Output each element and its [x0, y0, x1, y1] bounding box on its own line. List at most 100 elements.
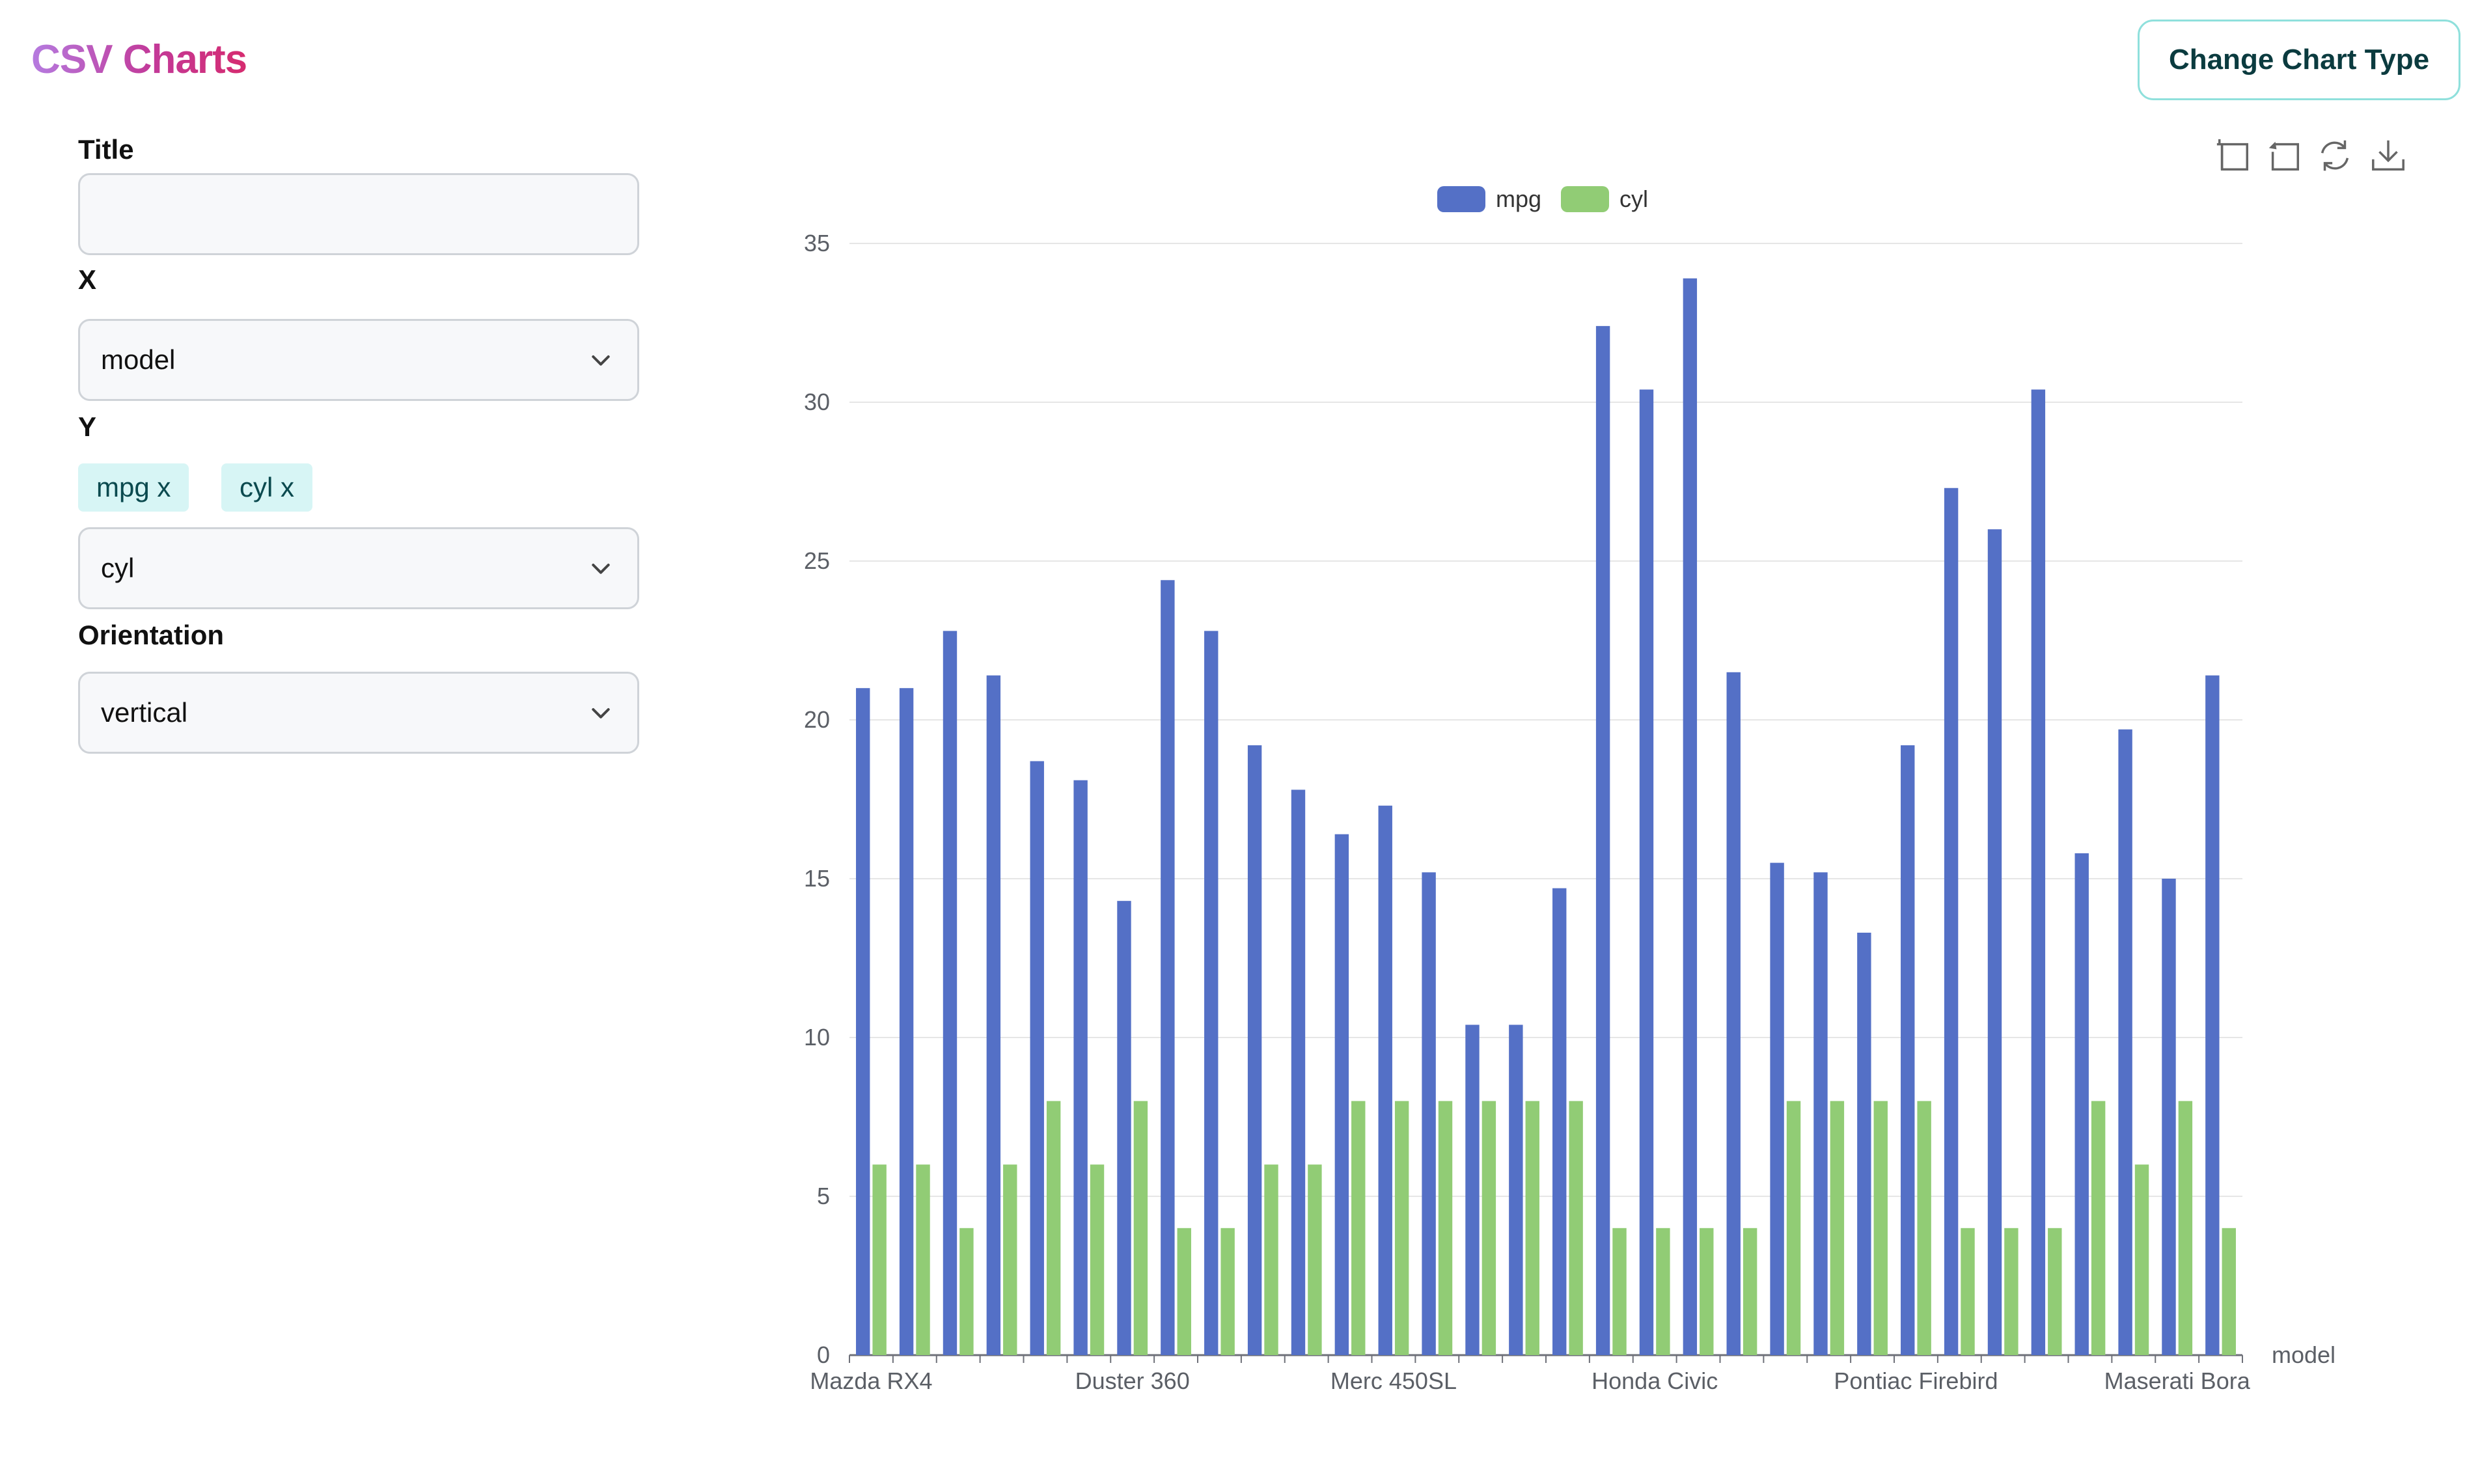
legend-label-cyl: cyl [1619, 186, 1648, 212]
bar-mpg [1813, 872, 1828, 1355]
bar-cyl [2222, 1228, 2236, 1355]
bar-cyl [872, 1164, 887, 1355]
chevron-down-icon [592, 564, 610, 574]
title-field[interactable] [78, 173, 639, 255]
y-tag-cyl[interactable]: cyl x [221, 463, 312, 512]
bar-cyl [1917, 1101, 1931, 1355]
bar-mpg [1726, 672, 1741, 1355]
bar-mpg [1857, 932, 1871, 1355]
x-tick-label: Merc 450SL [1330, 1367, 1457, 1394]
x-tick-label: Mazda RX4 [810, 1367, 932, 1394]
bar-mpg [1987, 529, 2002, 1356]
bar-cyl [1873, 1101, 1888, 1355]
x-tick-label: Duster 360 [1075, 1367, 1190, 1394]
bar-cyl [2091, 1101, 2106, 1355]
bar-mpg [1334, 834, 1349, 1355]
y-tick-label: 10 [804, 1024, 830, 1051]
bar-mpg [856, 688, 870, 1355]
bar-mpg [1161, 580, 1175, 1355]
bar-cyl [1525, 1101, 1539, 1355]
bar-mpg [1595, 325, 1610, 1355]
bar-mpg [1509, 1024, 1523, 1355]
bar-mpg [2031, 389, 2046, 1355]
legend-swatch-mpg [1437, 186, 1485, 212]
bar-cyl [1394, 1101, 1409, 1355]
bar-cyl [1264, 1164, 1278, 1355]
bar-mpg [1422, 872, 1436, 1355]
bar-mpg [1901, 745, 1915, 1355]
bar-mpg [1204, 631, 1219, 1355]
bar-mpg [2162, 879, 2176, 1355]
y-tick-label: 20 [804, 706, 830, 733]
bar-mpg [1030, 761, 1044, 1355]
bar-cyl [1133, 1101, 1148, 1355]
bar-cyl [1351, 1101, 1366, 1355]
y-tick-label: 30 [804, 389, 830, 415]
bar-cyl [1569, 1101, 1583, 1355]
orientation-select-value: vertical [101, 697, 188, 728]
y-tick-label: 15 [804, 865, 830, 892]
bar-cyl [1786, 1101, 1801, 1355]
bar-cyl [1090, 1164, 1105, 1355]
y-select-value: cyl [101, 553, 135, 583]
bar-cyl [1656, 1228, 1670, 1355]
bar-mpg [1117, 901, 1131, 1355]
bar-cyl [1177, 1228, 1191, 1355]
bar-cyl [1830, 1101, 1845, 1355]
download-icon[interactable] [2369, 137, 2407, 174]
x-axis-title: model [2272, 1341, 2335, 1368]
x-tick-label: Honda Civic [1591, 1367, 1718, 1394]
y-tick-label: 5 [817, 1183, 830, 1209]
bar-cyl [1046, 1101, 1061, 1355]
bar-cyl [1961, 1228, 1975, 1355]
y-tick-label: 0 [817, 1341, 830, 1368]
bar-cyl [916, 1164, 930, 1355]
app-logo[interactable]: CSV Charts [31, 37, 247, 82]
legend-swatch-cyl [1561, 186, 1609, 212]
x-tick-label: Maserati Bora [2104, 1367, 2251, 1394]
bar-mpg [1465, 1024, 1480, 1355]
bar-mpg [1552, 888, 1567, 1355]
orientation-select[interactable]: vertical [78, 672, 639, 754]
bar-mpg [2118, 729, 2132, 1355]
restore-icon[interactable] [2316, 137, 2354, 174]
x-label: X [78, 264, 97, 295]
bar-cyl [1003, 1164, 1017, 1355]
bar-mpg [1378, 805, 1392, 1355]
y-label: Y [78, 411, 97, 442]
bar-mpg [2074, 853, 2089, 1355]
y-tick-label: 25 [804, 547, 830, 574]
x-select[interactable]: model [78, 319, 639, 401]
bar-cyl [1308, 1164, 1322, 1355]
chevron-down-icon [592, 708, 610, 719]
title-label: Title [78, 134, 134, 165]
zoom-reset-icon[interactable] [2265, 137, 2303, 174]
bar-cyl [2048, 1228, 2062, 1355]
bar-mpg [1770, 862, 1784, 1355]
bar-mpg [1639, 389, 1654, 1355]
title-input[interactable] [80, 175, 637, 253]
bar-mpg [1073, 780, 1088, 1355]
bar-mpg [1291, 790, 1306, 1355]
orientation-label: Orientation [78, 620, 225, 650]
bar-cyl [2004, 1228, 2018, 1355]
bar-cyl [1438, 1101, 1453, 1355]
bar-mpg [1944, 488, 1959, 1355]
bar-cyl [1743, 1228, 1757, 1355]
bar-cyl [1481, 1101, 1496, 1355]
bar-cyl [2178, 1101, 2193, 1355]
bar-cyl [1220, 1228, 1235, 1355]
change-chart-type-button[interactable]: Change Chart Type [2138, 20, 2460, 100]
bar-mpg [899, 688, 914, 1355]
bar-mpg [1247, 745, 1262, 1355]
y-tag-mpg[interactable]: mpg x [78, 463, 189, 512]
bar-mpg [986, 675, 1001, 1355]
bar-cyl [1612, 1228, 1627, 1355]
legend-label-mpg: mpg [1496, 186, 1541, 212]
y-select[interactable]: cyl [78, 527, 639, 609]
x-select-value: model [101, 344, 176, 375]
zoom-icon[interactable] [2214, 137, 2252, 174]
bar-mpg [1683, 278, 1698, 1356]
bar-cyl [2134, 1164, 2149, 1355]
